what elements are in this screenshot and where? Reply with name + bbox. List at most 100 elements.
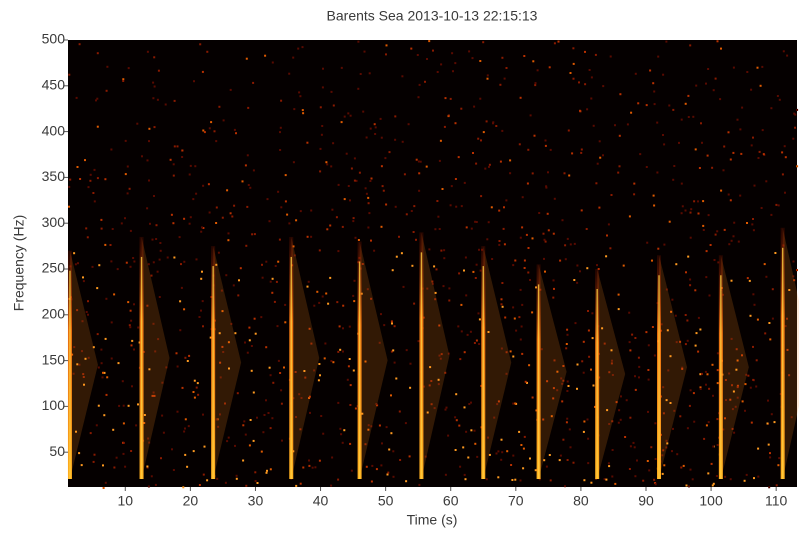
noise-dot bbox=[662, 73, 665, 76]
noise-dot bbox=[611, 359, 613, 362]
noise-dot bbox=[208, 211, 211, 214]
noise-dot bbox=[744, 383, 747, 386]
noise-dot bbox=[399, 459, 402, 461]
noise-dot bbox=[131, 385, 133, 388]
noise-dot bbox=[394, 138, 397, 141]
noise-dot bbox=[732, 235, 735, 238]
noise-dot bbox=[447, 352, 450, 355]
noise-dot bbox=[299, 210, 302, 213]
noise-dot bbox=[85, 227, 88, 230]
noise-dot bbox=[201, 300, 204, 303]
noise-dot bbox=[649, 69, 652, 72]
noise-dot bbox=[215, 206, 218, 209]
noise-dot bbox=[503, 77, 506, 80]
noise-dot bbox=[695, 84, 698, 87]
noise-dot bbox=[324, 342, 327, 345]
noise-dot bbox=[730, 337, 733, 340]
noise-dot bbox=[457, 156, 460, 159]
noise-dot bbox=[556, 370, 559, 373]
noise-dot bbox=[576, 281, 579, 284]
noise-layer bbox=[68, 40, 799, 489]
noise-dot bbox=[75, 430, 77, 433]
noise-dot bbox=[424, 455, 427, 458]
noise-dot bbox=[459, 358, 462, 361]
noise-dot bbox=[582, 340, 585, 343]
noise-dot bbox=[314, 466, 317, 469]
noise-dot bbox=[796, 269, 798, 272]
call-smear bbox=[291, 236, 320, 479]
noise-dot bbox=[784, 156, 787, 159]
noise-dot bbox=[771, 288, 774, 291]
noise-dot bbox=[687, 255, 690, 258]
noise-dot bbox=[347, 365, 350, 368]
noise-dot bbox=[510, 464, 513, 466]
noise-dot bbox=[329, 276, 332, 279]
noise-dot bbox=[705, 250, 708, 253]
noise-dot bbox=[576, 387, 578, 390]
noise-dot bbox=[252, 169, 255, 172]
noise-dot bbox=[143, 414, 146, 416]
noise-dot bbox=[602, 85, 605, 88]
noise-dot bbox=[502, 227, 505, 230]
noise-dot bbox=[546, 212, 549, 215]
noise-dot bbox=[757, 157, 760, 159]
noise-dot bbox=[175, 352, 178, 355]
noise-dot bbox=[403, 173, 406, 176]
noise-dot bbox=[709, 244, 712, 246]
noise-dot bbox=[148, 127, 151, 130]
noise-dot bbox=[159, 249, 162, 252]
noise-dot bbox=[313, 369, 316, 372]
noise-dot bbox=[680, 118, 683, 121]
noise-dot bbox=[155, 224, 158, 227]
noise-dot bbox=[202, 184, 205, 187]
noise-dot bbox=[786, 54, 789, 57]
noise-dot bbox=[752, 136, 754, 139]
noise-dot bbox=[115, 456, 118, 459]
noise-dot bbox=[388, 448, 391, 451]
noise-dot bbox=[769, 338, 772, 341]
noise-dot bbox=[720, 47, 722, 50]
noise-dot bbox=[793, 279, 796, 282]
noise-dot bbox=[239, 267, 242, 270]
noise-dot bbox=[470, 429, 473, 432]
noise-dot bbox=[394, 205, 397, 208]
noise-dot bbox=[353, 300, 356, 303]
noise-dot bbox=[620, 395, 622, 398]
noise-dot bbox=[694, 289, 697, 292]
noise-dot bbox=[448, 299, 451, 302]
noise-dot bbox=[467, 456, 470, 459]
noise-dot bbox=[679, 415, 682, 418]
noise-dot bbox=[224, 481, 227, 484]
noise-dot bbox=[781, 173, 784, 176]
noise-dot bbox=[280, 206, 283, 209]
noise-dot bbox=[474, 442, 477, 445]
noise-dot bbox=[98, 264, 101, 267]
noise-dot bbox=[444, 371, 447, 374]
noise-dot bbox=[594, 405, 596, 408]
y-tick-label: 150 bbox=[42, 351, 66, 367]
noise-dot bbox=[776, 95, 779, 97]
noise-dot bbox=[380, 165, 383, 168]
noise-dot bbox=[241, 180, 244, 183]
noise-dot bbox=[697, 316, 700, 319]
noise-dot bbox=[673, 409, 676, 412]
noise-dot bbox=[672, 427, 674, 430]
noise-dot bbox=[347, 112, 350, 115]
noise-dot bbox=[505, 67, 508, 69]
noise-dot bbox=[645, 104, 648, 107]
noise-dot bbox=[349, 199, 351, 202]
noise-dot bbox=[753, 477, 755, 480]
noise-dot bbox=[97, 366, 100, 369]
noise-dot bbox=[337, 401, 340, 404]
noise-dot bbox=[284, 200, 287, 203]
noise-dot bbox=[266, 198, 269, 201]
noise-dot bbox=[337, 350, 340, 353]
noise-dot bbox=[352, 294, 355, 297]
noise-dot bbox=[80, 464, 83, 467]
noise-dot bbox=[407, 123, 410, 126]
noise-dot bbox=[391, 322, 393, 325]
noise-dot bbox=[590, 481, 593, 484]
noise-dot bbox=[96, 333, 99, 336]
noise-dot bbox=[186, 360, 189, 362]
noise-dot bbox=[428, 248, 431, 251]
